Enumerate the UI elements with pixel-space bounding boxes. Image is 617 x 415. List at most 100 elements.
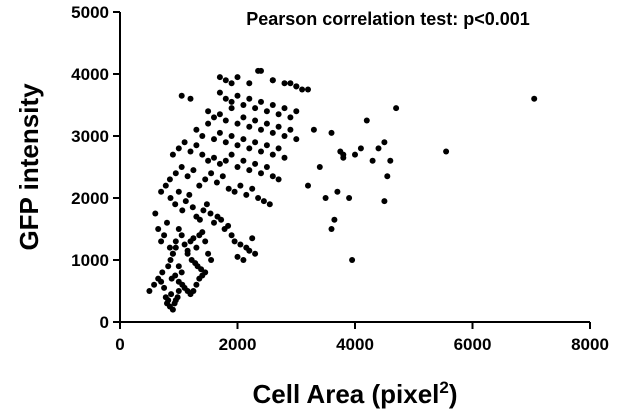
- data-point: [346, 195, 353, 201]
- data-point: [172, 238, 179, 245]
- data-point: [175, 226, 182, 232]
- data-point: [193, 142, 200, 149]
- data-point: [228, 105, 235, 112]
- data-point: [234, 74, 241, 81]
- data-point: [381, 198, 388, 205]
- data-point: [152, 210, 159, 217]
- data-point: [287, 80, 294, 87]
- data-point: [240, 102, 247, 108]
- data-point: [174, 294, 181, 301]
- data-point: [200, 207, 207, 214]
- data-point: [165, 263, 172, 270]
- data-point: [240, 257, 247, 263]
- data-point: [249, 235, 256, 242]
- data-point: [228, 80, 235, 87]
- data-point: [167, 257, 174, 263]
- data-point: [146, 288, 153, 294]
- data-point: [246, 145, 253, 152]
- data-point: [531, 95, 538, 102]
- data-point: [205, 108, 212, 115]
- x-tick-label: 8000: [571, 335, 609, 354]
- data-point: [246, 123, 253, 130]
- data-point: [198, 266, 205, 273]
- data-point: [181, 241, 188, 248]
- data-point: [393, 105, 400, 112]
- data-point: [164, 219, 170, 226]
- data-point: [211, 219, 217, 226]
- data-point: [234, 120, 241, 127]
- data-point: [331, 216, 338, 223]
- data-point: [222, 139, 229, 146]
- data-point: [260, 198, 267, 205]
- data-point: [202, 238, 209, 245]
- data-point: [237, 182, 244, 189]
- data-point: [275, 123, 282, 130]
- data-point: [161, 284, 168, 291]
- data-point: [222, 157, 229, 164]
- data-point: [190, 288, 197, 294]
- data-point: [211, 154, 217, 161]
- data-point: [175, 263, 182, 270]
- data-point: [184, 173, 191, 180]
- x-tick-label: 4000: [336, 335, 374, 354]
- data-point: [211, 114, 217, 121]
- data-point: [381, 139, 388, 146]
- data-point: [207, 210, 214, 217]
- data-point: [225, 185, 232, 192]
- data-point: [281, 154, 288, 161]
- data-point: [237, 241, 244, 248]
- data-point: [199, 133, 206, 139]
- data-point: [293, 83, 300, 90]
- data-point: [258, 148, 264, 155]
- x-axis-title-main: Cell Area (pixel: [252, 379, 439, 409]
- data-point: [349, 257, 356, 263]
- data-point: [287, 126, 294, 133]
- x-tick-label: 0: [115, 335, 124, 354]
- data-point: [246, 167, 253, 174]
- data-point: [243, 191, 250, 198]
- data-point: [281, 105, 288, 112]
- y-tick-label: 4000: [71, 65, 109, 84]
- data-point: [263, 108, 270, 115]
- data-point: [258, 170, 264, 177]
- data-point: [199, 151, 206, 158]
- data-point: [222, 95, 229, 102]
- data-point: [340, 151, 347, 158]
- data-point: [363, 117, 370, 124]
- data-point: [255, 195, 262, 201]
- data-point: [443, 148, 450, 155]
- data-point: [175, 188, 182, 195]
- data-point: [234, 92, 241, 99]
- axes: [119, 12, 590, 323]
- data-point: [269, 151, 276, 158]
- data-point: [328, 226, 335, 232]
- x-axis-title-superscript: 2: [439, 378, 448, 397]
- data-point: [203, 201, 210, 208]
- data-point: [231, 188, 238, 195]
- data-point: [166, 176, 173, 183]
- data-point: [228, 151, 235, 158]
- data-point: [218, 216, 225, 223]
- data-point: [205, 250, 212, 257]
- data-point: [155, 226, 162, 232]
- data-point: [305, 182, 311, 189]
- data-point: [202, 176, 209, 183]
- data-point: [178, 164, 185, 170]
- data-point: [252, 117, 259, 124]
- data-point: [216, 89, 223, 96]
- data-point: [240, 157, 247, 164]
- y-tick-label: 5000: [71, 3, 109, 22]
- data-point: [369, 157, 376, 164]
- data-point: [211, 136, 217, 143]
- x-axis-title-suffix: ): [449, 379, 458, 409]
- data-point: [186, 191, 193, 198]
- data-point: [166, 244, 173, 251]
- data-point: [234, 142, 241, 149]
- data-point: [208, 257, 215, 263]
- data-point: [269, 129, 276, 136]
- data-point: [293, 108, 300, 115]
- data-point: [263, 120, 270, 127]
- data-point: [178, 232, 185, 239]
- y-tick-label: 2000: [71, 189, 109, 208]
- data-point: [175, 145, 182, 152]
